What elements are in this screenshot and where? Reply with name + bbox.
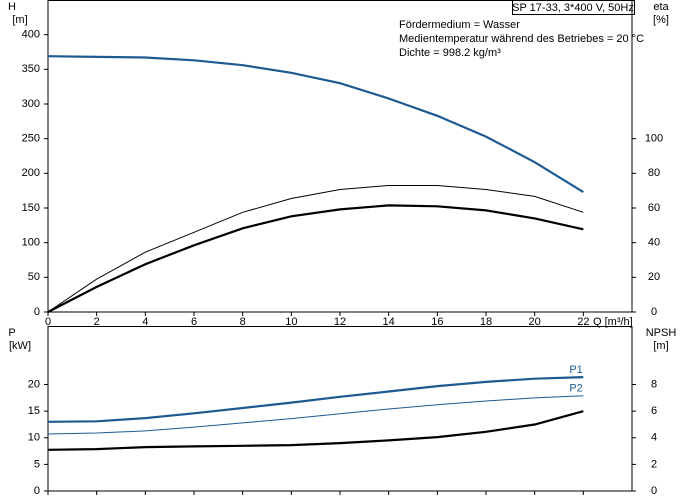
y-axis-unit: [kW]: [9, 340, 31, 352]
y-axis-label: H: [8, 1, 16, 13]
y-tick-label: 150: [22, 202, 40, 214]
x-tick-label: 20: [529, 316, 541, 328]
x-tick-label: 4: [142, 316, 148, 328]
y-tick-label: 400: [22, 29, 40, 41]
y-tick-label: 15: [28, 405, 40, 417]
x-tick-label: 12: [334, 316, 346, 328]
y2-tick-label: 40: [648, 237, 660, 249]
series-label: P2: [569, 383, 582, 395]
annotation: Medientemperatur während des Betriebes =…: [399, 33, 644, 45]
curve: [47, 376, 584, 423]
y-axis-label: P: [8, 327, 15, 339]
y2-tick-label: 0: [651, 485, 657, 497]
y-tick-label: 300: [22, 98, 40, 110]
x-tick-label: 10: [285, 316, 297, 328]
y-axis-unit: [m]: [12, 14, 27, 26]
y2-tick-label: 60: [648, 202, 660, 214]
x-tick-label: 8: [240, 316, 246, 328]
y2-tick-label: 0: [651, 306, 657, 318]
y2-tick-label: 6: [651, 405, 657, 417]
y-tick-label: 0: [34, 306, 40, 318]
y2-tick-label: 2: [651, 458, 657, 470]
y-tick-label: 250: [22, 133, 40, 145]
y-tick-label: 50: [28, 271, 40, 283]
y-tick-label: 200: [22, 167, 40, 179]
y2-tick-label: 80: [648, 167, 660, 179]
curve: [47, 204, 584, 313]
curve: [47, 410, 584, 451]
annotation: Dichte = 998.2 kg/m³: [399, 47, 501, 59]
y-tick-label: 5: [34, 458, 40, 470]
curve: [47, 395, 584, 435]
y2-tick-label: 20: [648, 271, 660, 283]
y-tick-label: 100: [22, 237, 40, 249]
y2-axis-unit: [%]: [653, 14, 669, 26]
x-axis-label: Q [m³/h]: [593, 316, 633, 328]
y2-axis-unit: [m]: [653, 340, 668, 352]
x-tick-label: 2: [94, 316, 100, 328]
chart-title: SP 17-33, 3*400 V, 50Hz: [512, 2, 634, 14]
y2-axis-label: NPSH: [646, 327, 677, 339]
series-label: P1: [569, 364, 582, 376]
curve: [47, 55, 584, 194]
y2-axis-label: eta: [653, 1, 669, 13]
annotation: Fördermedium = Wasser: [399, 19, 520, 31]
x-tick-label: 18: [480, 316, 492, 328]
x-tick-label: 6: [191, 316, 197, 328]
y2-tick-label: 4: [651, 432, 657, 444]
curve: [47, 185, 584, 313]
x-tick-label: 0: [45, 316, 51, 328]
y-tick-label: 0: [34, 485, 40, 497]
plot-frame: [47, 0, 633, 313]
x-tick-label: 16: [431, 316, 443, 328]
x-tick-label: 22: [577, 316, 589, 328]
x-tick-label: 14: [383, 316, 395, 328]
plot-frame: [47, 326, 633, 492]
y-tick-label: 20: [28, 378, 40, 390]
y2-tick-label: 8: [651, 378, 657, 390]
y-tick-label: 10: [28, 432, 40, 444]
title-box: [512, 0, 635, 15]
y2-tick-label: 100: [645, 133, 663, 145]
y-tick-label: 350: [22, 63, 40, 75]
